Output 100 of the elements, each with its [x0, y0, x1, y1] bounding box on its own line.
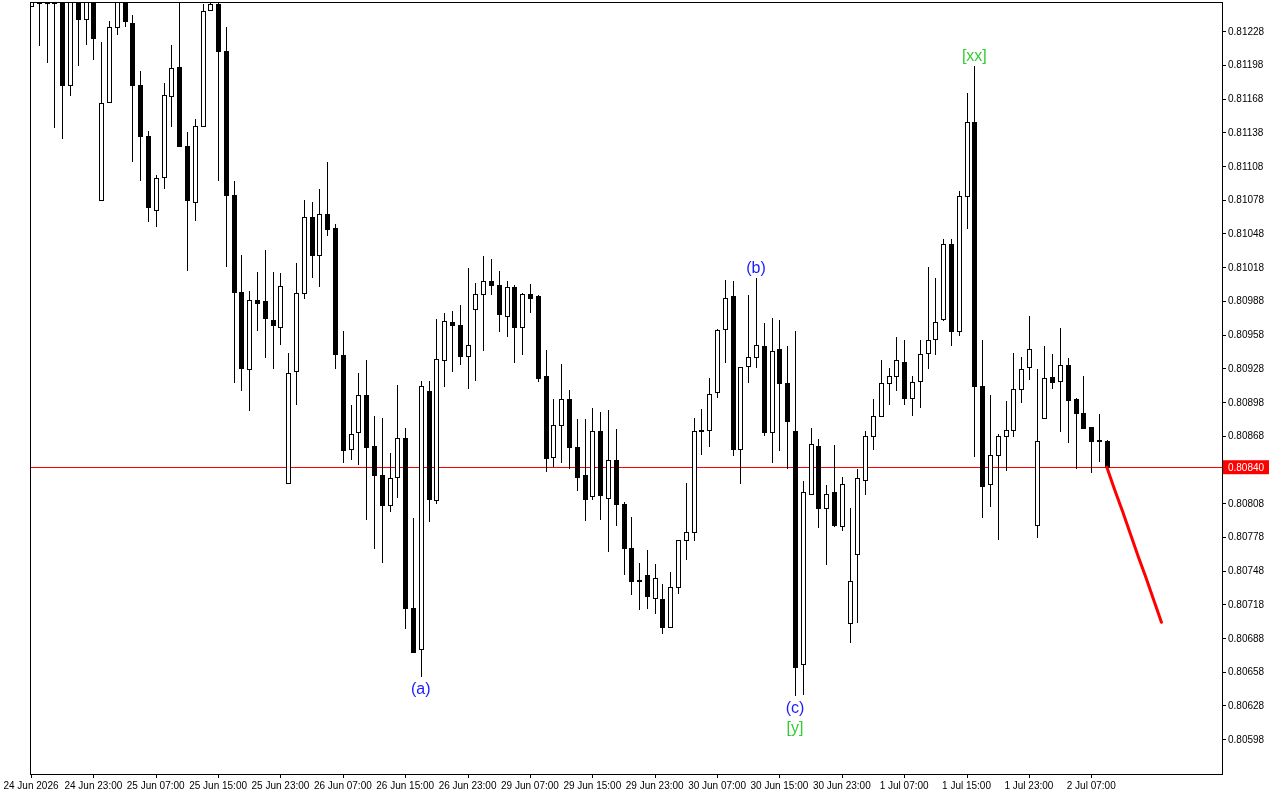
candlestick [746, 294, 751, 384]
candlestick [894, 336, 899, 392]
candlestick [434, 318, 439, 505]
candlestick [933, 277, 938, 356]
candlestick [629, 516, 634, 596]
candlestick [372, 415, 377, 550]
x-tick-label: 24 Jun 2026 [3, 780, 59, 791]
x-tick-label: 1 Jul 15:00 [942, 780, 992, 791]
candlestick [1050, 353, 1055, 390]
candlestick [809, 427, 814, 495]
x-tick-label: 29 Jun 23:00 [625, 780, 685, 791]
y-tick-label: 0.80688 [1228, 632, 1265, 644]
candlestick [263, 249, 268, 359]
candlestick [341, 330, 346, 464]
candlestick [146, 130, 151, 223]
candlestick [715, 328, 720, 399]
candlestick [606, 409, 611, 552]
candlestick [848, 507, 853, 644]
ref-line-label: 0.80840 [1227, 461, 1265, 473]
candlestick [1011, 352, 1016, 438]
candlestick [247, 290, 252, 412]
x-tick-label: 25 Jun 07:00 [126, 780, 186, 791]
candlestick [138, 70, 143, 182]
x-tick-label: 30 Jun 15:00 [750, 780, 809, 791]
candlestick [185, 131, 190, 272]
y-tick-label: 0.81228 [1228, 25, 1265, 37]
candlestick [957, 190, 962, 337]
annotation: (b) [746, 259, 766, 277]
candlestick [255, 271, 260, 332]
x-tick-label: 29 Jun 15:00 [563, 780, 622, 791]
candlestick [1042, 345, 1047, 419]
candlestick [707, 377, 712, 448]
candlestick [512, 284, 517, 364]
x-tick-label: 25 Jun 15:00 [189, 780, 248, 791]
y-tick-label: 0.80748 [1228, 565, 1265, 577]
x-tick-label: 24 Jun 23:00 [64, 780, 123, 791]
x-tick-label: 25 Jun 23:00 [251, 780, 310, 791]
x-tick-label: 26 Jun 15:00 [376, 780, 435, 791]
y-tick-label: 0.80628 [1228, 699, 1265, 711]
candlestick [1097, 413, 1102, 463]
candlestick [567, 389, 572, 470]
candlestick [926, 266, 931, 370]
candlestick [622, 501, 627, 576]
candlestick [458, 304, 463, 366]
y-tick-label: 0.81168 [1228, 93, 1264, 105]
candlestick [1004, 400, 1009, 472]
x-tick-label: 26 Jun 07:00 [313, 780, 373, 791]
candlestick [1019, 356, 1024, 404]
annotation: (c) [785, 699, 805, 717]
candlestick [162, 82, 167, 190]
candlestick [972, 65, 977, 458]
candlestick [224, 26, 229, 268]
candlestick [1074, 397, 1079, 470]
annotation: [y] [786, 719, 804, 737]
candlestick [302, 199, 307, 300]
candlestick [271, 271, 276, 370]
candlestick [403, 427, 408, 630]
y-tick-label: 0.81138 [1228, 126, 1264, 138]
candlestick [169, 44, 174, 128]
candlestick [684, 482, 689, 561]
candlestick [520, 292, 525, 356]
candlestick [762, 322, 767, 437]
candlestick [824, 484, 829, 566]
candlestick [1081, 375, 1086, 430]
candlestick [1066, 357, 1071, 443]
candlestick [871, 398, 876, 451]
candlestick [918, 339, 923, 409]
candlestick [427, 380, 432, 523]
candlestick [887, 367, 892, 406]
candlestick [855, 468, 860, 624]
y-tick-label: 0.80958 [1228, 329, 1265, 341]
candlestick [536, 294, 541, 383]
candlestick [497, 270, 502, 333]
candlestick [380, 417, 385, 564]
candlestick [349, 404, 354, 461]
candlestick [676, 539, 681, 595]
candlestick [777, 319, 782, 452]
candlestick [356, 372, 361, 466]
candlestick [232, 180, 237, 384]
candlestick [637, 562, 642, 611]
y-tick-label: 0.81108 [1228, 160, 1264, 172]
y-tick-label: 0.80778 [1228, 531, 1265, 543]
candlestick [832, 444, 837, 528]
x-tick-label: 30 Jun 07:00 [688, 780, 747, 791]
candlestick [910, 375, 915, 417]
x-tick-label: 1 Jul 23:00 [1004, 780, 1054, 791]
candlestick [575, 418, 580, 492]
candlestick [473, 282, 478, 382]
annotation: [xx] [961, 47, 987, 65]
x-tick-label: 1 Jul 07:00 [879, 780, 930, 791]
x-tick-label: 30 Jun 23:00 [812, 780, 872, 791]
candlestick [1027, 315, 1032, 381]
y-tick-label: 0.80928 [1228, 362, 1265, 374]
candlestick [583, 418, 588, 522]
candlestick [107, 20, 112, 103]
y-tick-label: 0.80988 [1228, 295, 1265, 307]
candlestick [902, 339, 907, 406]
y-tick-label: 0.80808 [1228, 497, 1265, 509]
candlestick [941, 238, 946, 322]
candlestick [614, 428, 619, 527]
